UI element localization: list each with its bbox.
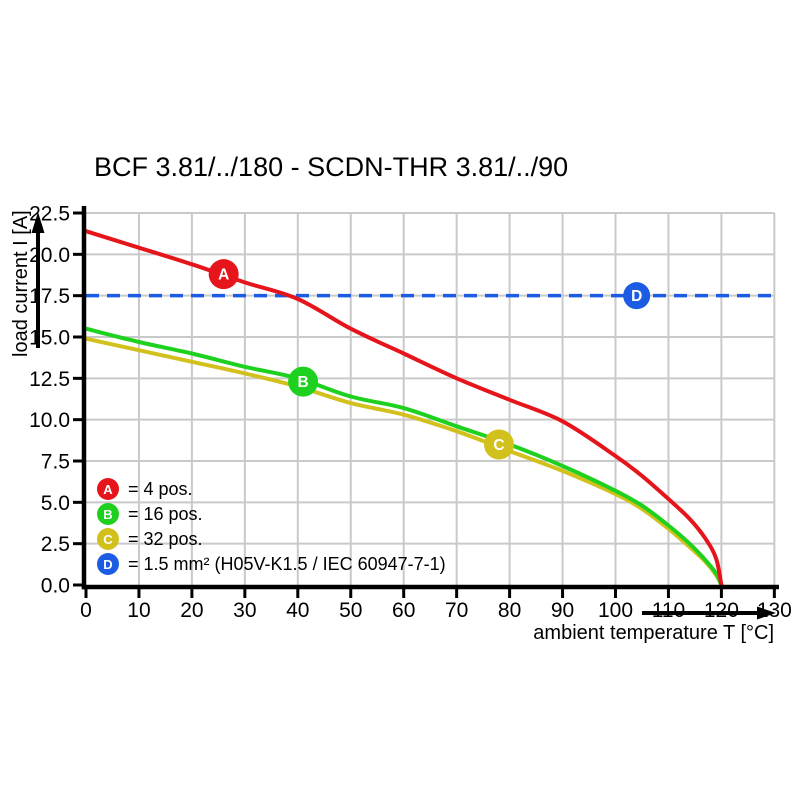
x-axis-tick-label: 100 [598,599,633,622]
x-axis-tick-label: 80 [498,599,521,622]
x-axis-tick-label: 110 [652,599,685,622]
legend-label-b: = 16 pos. [128,503,203,524]
y-axis-tick-label: 5.0 [41,492,70,515]
y-axis-tick-label: 2.5 [41,533,70,556]
x-axis-tick-label: 90 [551,599,574,622]
y-axis-tick-label: 12.5 [29,368,70,391]
legend-label-c: = 32 pos. [128,528,203,549]
legend-marker-c-icon: C [97,528,119,550]
legend-marker-a-icon: A [97,478,119,500]
x-axis-tick-label: 10 [127,599,150,622]
legend-marker-b-icon: B [97,503,119,525]
y-axis-tick-label: 10.0 [29,409,70,432]
legend-marker-d-icon: D [97,553,119,575]
x-axis-tick-label: 40 [286,599,309,622]
marker-a-label: A [218,267,229,284]
x-axis-tick-label: 30 [233,599,256,622]
y-axis-tick-label: 20.0 [29,244,70,267]
x-axis-tick-label: 0 [80,599,92,622]
legend-label-d: = 1.5 mm² (H05V-K1.5 / IEC 60947-7-1) [128,553,446,574]
marker-d [623,282,651,310]
x-axis-tick-label: 60 [392,599,415,622]
chart-title: BCF 3.81/../180 - SCDN-THR 3.81/../90 [94,152,569,182]
axis-ticks: 0.02.55.07.510.012.515.017.520.022.50 10 2… [29,203,792,622]
marker-b [288,366,319,397]
x-axis-title: ambient temperature T [°C] [533,622,774,644]
legend-item-a: A = 4 pos. [97,478,446,500]
y-axis-title: load current I [A] [10,210,32,357]
x-axis-tick-label: 70 [445,599,468,622]
y-axis-tick-label: 7.5 [41,451,70,474]
marker-a [208,259,239,290]
y-axis-tick-label: 15.0 [29,327,70,350]
y-axis-tick-label: 0.0 [41,575,70,598]
legend-label-a: = 4 pos. [128,478,193,499]
marker-b-label: B [297,374,308,391]
x-axis-tick-label: 50 [339,599,362,622]
legend: A = 4 pos. B = 16 pos. C = 32 pos. D = 1… [97,478,446,575]
legend-item-d: D = 1.5 mm² (H05V-K1.5 / IEC 60947-7-1) [97,553,446,575]
x-axis-tick-label: 120 [704,599,739,622]
y-axis-tick-label: 17.5 [29,285,70,308]
axes [81,206,779,590]
y-axis-arrow-icon [31,212,45,348]
legend-item-b: B = 16 pos. [97,503,446,525]
x-axis-arrow-icon [642,606,776,620]
curve-markers: A B C D [208,259,651,460]
x-axis-tick-label: 20 [180,599,203,622]
marker-c-label: C [493,437,504,454]
marker-c [484,429,515,460]
marker-d-label: D [631,288,642,305]
legend-item-c: C = 32 pos. [97,528,446,550]
